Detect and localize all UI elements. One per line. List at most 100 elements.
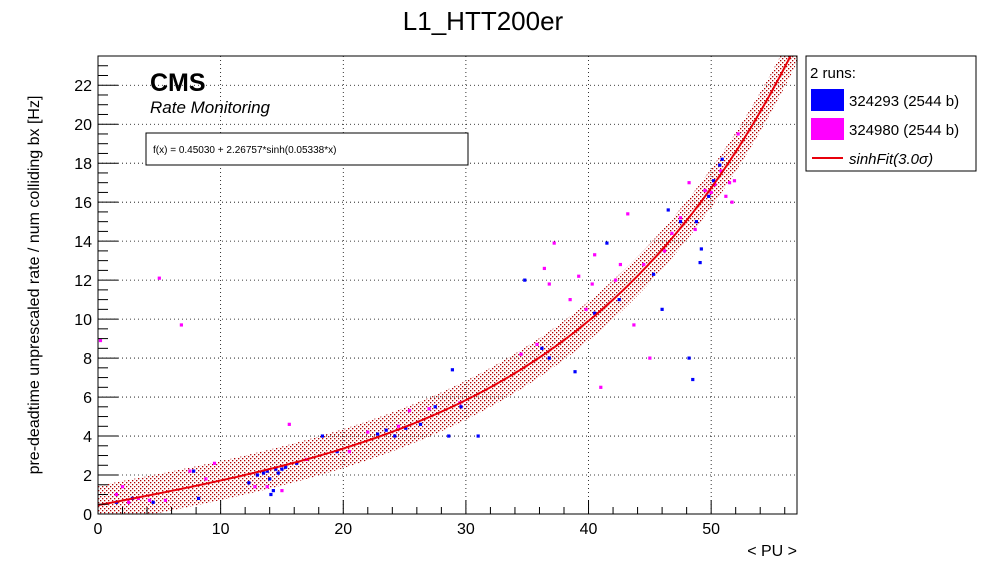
data-point-series-2 [577, 274, 581, 278]
cms-sublabel: Rate Monitoring [150, 98, 271, 117]
data-point-series-1 [247, 481, 251, 485]
data-point-series-2 [568, 298, 572, 302]
data-point-series-1 [523, 278, 527, 282]
data-point-series-2 [542, 266, 546, 271]
x-tick-label: 50 [702, 521, 720, 538]
data-point-series-1 [295, 461, 299, 465]
data-point-series-1 [271, 489, 275, 493]
data-point-series-1 [666, 208, 670, 212]
fit-formula-box [145, 132, 469, 166]
data-point-series-2 [347, 450, 351, 454]
data-point-series-1 [720, 157, 724, 161]
data-point-series-1 [687, 356, 691, 360]
y-tick-label: 4 [83, 429, 92, 446]
grid-lines [98, 56, 797, 514]
data-point-series-1 [265, 469, 269, 473]
data-point-series-2 [265, 485, 269, 489]
chart-title: L1_HTT200er [403, 6, 564, 36]
y-tick-label: 6 [83, 390, 92, 407]
data-point-series-1 [694, 220, 699, 224]
legend-box [805, 55, 977, 172]
data-point-series-1 [573, 370, 577, 374]
data-point-series-2 [287, 422, 291, 426]
data-point-series-1 [255, 473, 260, 477]
axes: 0 10 20 30 40 50 0 2 4 6 8 10 12 14 16 18 20 22 [74, 55, 786, 538]
y-tick-label: 20 [74, 117, 92, 134]
y-tick-label: 14 [74, 234, 92, 251]
fit-formula-text: f(x) = 0.45030 + 2.26757*sinh(0.05338*x) [153, 145, 336, 156]
data-point-series-1 [691, 377, 695, 382]
data-point-series-1 [605, 241, 609, 245]
data-point-series-1 [593, 311, 597, 315]
data-point-series-2 [212, 461, 217, 465]
legend-swatch-series-1 [811, 89, 844, 111]
x-axis-label: < PU > [747, 543, 797, 560]
data-point-series-1 [280, 467, 284, 471]
data-point-series-2 [719, 169, 723, 173]
data-point-series-1 [268, 477, 272, 481]
data-point-series-1 [712, 179, 716, 183]
data-point-series-2 [366, 430, 370, 434]
data-point-series-2 [253, 485, 257, 489]
x-tick-label: 0 [94, 521, 103, 538]
data-point-series-2 [703, 188, 707, 193]
data-point-series-2 [157, 276, 161, 280]
data-point-series-1 [459, 405, 463, 409]
data-point-series-2 [136, 496, 141, 501]
data-point-series-2 [427, 407, 431, 411]
data-point-series-1 [651, 272, 656, 276]
data-point-series-1 [698, 260, 702, 265]
data-point-series-2 [670, 231, 674, 235]
y-tick-label: 18 [74, 156, 92, 173]
data-point-series-2 [730, 200, 734, 204]
legend: 2 runs: 324293 (2544 b) 324980 (2544 b) … [805, 55, 977, 172]
y-axis-label: pre-deadtime unprescaled rate / num coll… [26, 96, 43, 475]
data-point-series-2 [552, 241, 556, 245]
data-point-series-1 [384, 428, 388, 432]
data-point-series-1 [393, 434, 397, 438]
data-point-series-1 [335, 450, 339, 454]
y-tick-label: 16 [74, 195, 92, 212]
data-point-series-2 [519, 352, 523, 356]
fit-confidence-band [98, 56, 797, 514]
data-point-series-1 [192, 469, 196, 473]
data-point-series-1 [718, 163, 722, 167]
data-point-series-1 [196, 496, 201, 501]
legend-label-fit: sinhFit(3.0σ) [849, 151, 933, 168]
data-point-series-1 [320, 434, 325, 438]
data-point-series-1 [699, 247, 703, 251]
data-point-series-1 [418, 422, 423, 426]
data-point-series-2 [280, 489, 284, 493]
data-point-series-2 [713, 183, 717, 187]
data-point-series-2 [599, 385, 603, 389]
data-point-series-1 [617, 298, 621, 302]
legend-swatch-series-2 [811, 118, 844, 140]
x-tick-label: 40 [580, 521, 598, 538]
data-point-series-2 [736, 132, 740, 136]
data-point-series-2 [709, 190, 713, 195]
data-point-series-2 [590, 282, 594, 286]
data-point-series-2 [648, 356, 652, 360]
data-point-series-2 [535, 342, 539, 347]
data-point-series-2 [163, 498, 168, 502]
cms-label: CMS [150, 69, 206, 97]
y-tick-label: 10 [74, 312, 92, 329]
data-point-series-1 [404, 426, 408, 430]
data-point-series-2 [687, 181, 691, 185]
data-point-series-1 [450, 368, 455, 372]
data-point-series-1 [433, 405, 437, 409]
data-point-series-2 [662, 249, 667, 253]
data-point-series-2 [547, 282, 551, 286]
y-tick-label: 8 [83, 351, 92, 368]
data-point-series-1 [707, 194, 711, 198]
data-point-series-1 [261, 471, 266, 475]
data-point-series-2 [618, 262, 623, 267]
data-point-series-1 [274, 467, 278, 471]
legend-label-series-1: 324293 (2544 b) [849, 93, 959, 110]
data-point-series-1 [269, 492, 273, 497]
data-point-series-2 [188, 469, 192, 473]
legend-label-series-2: 324980 (2544 b) [849, 122, 959, 139]
data-point-series-2 [593, 253, 597, 257]
data-point-series-2 [396, 424, 401, 428]
